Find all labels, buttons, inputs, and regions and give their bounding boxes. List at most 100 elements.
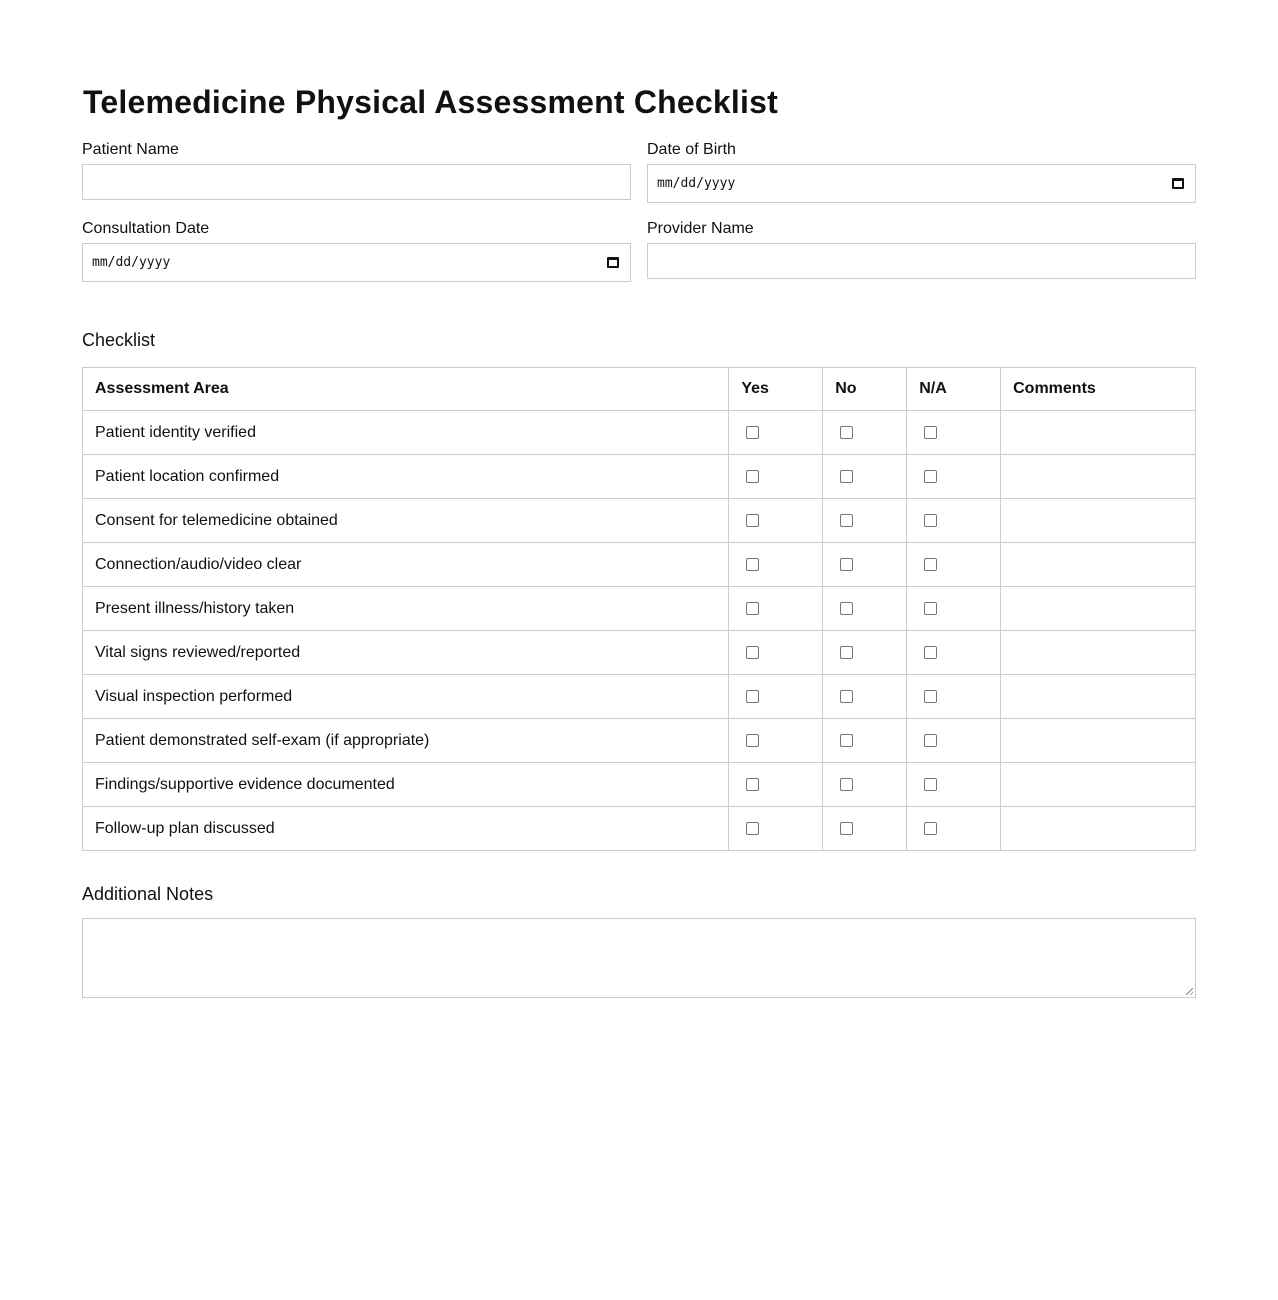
no-cell xyxy=(822,542,908,587)
provider-name-input[interactable] xyxy=(647,243,1196,279)
yes-cell xyxy=(728,586,824,631)
na-cell xyxy=(906,806,1002,851)
yes-cell xyxy=(728,762,824,807)
comments-cell[interactable] xyxy=(1000,542,1196,587)
yes-cell xyxy=(728,630,824,675)
no-checkbox[interactable] xyxy=(840,513,854,527)
yes-checkbox[interactable] xyxy=(746,513,760,527)
page-title: Telemedicine Physical Assessment Checkli… xyxy=(83,84,778,120)
additional-notes-textarea[interactable] xyxy=(82,918,1196,998)
na-checkbox[interactable] xyxy=(924,733,938,747)
resize-grip-icon[interactable] xyxy=(1186,988,1193,995)
yes-cell xyxy=(728,542,824,587)
yes-checkbox[interactable] xyxy=(746,821,760,835)
na-checkbox[interactable] xyxy=(924,689,938,703)
consultation-date-label: Consultation Date xyxy=(82,220,210,237)
calendar-icon[interactable] xyxy=(1172,178,1184,189)
na-cell xyxy=(906,762,1002,807)
yes-cell xyxy=(728,454,824,499)
na-checkbox[interactable] xyxy=(924,821,938,835)
comments-cell[interactable] xyxy=(1000,762,1196,807)
yes-checkbox[interactable] xyxy=(746,689,760,703)
yes-checkbox[interactable] xyxy=(746,557,760,571)
no-cell xyxy=(822,498,908,543)
table-row: Patient identity verified xyxy=(81,410,1196,455)
comments-cell[interactable] xyxy=(1000,806,1196,851)
yes-cell xyxy=(728,498,824,543)
yes-checkbox[interactable] xyxy=(746,469,760,483)
yes-checkbox[interactable] xyxy=(746,645,760,659)
yes-checkbox[interactable] xyxy=(746,601,760,615)
table-row: Follow-up plan discussed xyxy=(81,806,1196,851)
na-checkbox[interactable] xyxy=(924,777,938,791)
no-cell xyxy=(822,718,908,763)
assessment-area-cell: Patient identity verified xyxy=(81,410,730,455)
comments-cell[interactable] xyxy=(1000,630,1196,675)
no-cell xyxy=(822,762,908,807)
assessment-area-cell: Visual inspection performed xyxy=(81,674,730,719)
comments-cell[interactable] xyxy=(1000,498,1196,543)
no-checkbox[interactable] xyxy=(840,689,854,703)
checklist-table: Assessment Area Yes No N/A Comments Pati… xyxy=(81,367,1196,851)
yes-cell xyxy=(728,806,824,851)
comments-cell[interactable] xyxy=(1000,410,1196,455)
comments-cell[interactable] xyxy=(1000,718,1196,763)
yes-cell xyxy=(728,410,824,455)
dob-input[interactable]: mm/dd/yyyy xyxy=(647,164,1196,203)
table-header-row: Assessment Area Yes No N/A Comments xyxy=(81,367,1196,411)
yes-checkbox[interactable] xyxy=(746,733,760,747)
col-no: No xyxy=(822,367,908,411)
assessment-area-cell: Findings/supportive evidence documented xyxy=(81,762,730,807)
table-row: Patient demonstrated self-exam (if appro… xyxy=(81,718,1196,763)
dob-group: Date of Birth mm/dd/yyyy xyxy=(647,140,1196,219)
no-checkbox[interactable] xyxy=(840,645,854,659)
comments-cell[interactable] xyxy=(1000,674,1196,719)
na-cell xyxy=(906,542,1002,587)
no-checkbox[interactable] xyxy=(840,777,854,791)
form-container: Telemedicine Physical Assessment Checkli… xyxy=(81,80,1196,998)
consultation-date-input[interactable]: mm/dd/yyyy xyxy=(82,243,631,282)
table-row: Visual inspection performed xyxy=(81,674,1196,719)
no-cell xyxy=(822,806,908,851)
patient-name-label: Patient Name xyxy=(82,141,179,158)
assessment-area-cell: Connection/audio/video clear xyxy=(81,542,730,587)
comments-cell[interactable] xyxy=(1000,586,1196,631)
yes-checkbox[interactable] xyxy=(746,425,760,439)
calendar-icon[interactable] xyxy=(607,257,619,268)
assessment-area-cell: Vital signs reviewed/reported xyxy=(81,630,730,675)
patient-name-group: Patient Name xyxy=(82,140,631,219)
na-cell xyxy=(906,586,1002,631)
no-cell xyxy=(822,674,908,719)
consultation-date-placeholder: mm/dd/yyyy xyxy=(92,255,171,270)
na-checkbox[interactable] xyxy=(924,601,938,615)
col-yes: Yes xyxy=(728,367,824,411)
na-cell xyxy=(906,718,1002,763)
na-checkbox[interactable] xyxy=(924,645,938,659)
table-row: Vital signs reviewed/reported xyxy=(81,630,1196,675)
na-checkbox[interactable] xyxy=(924,513,938,527)
table-row: Present illness/history taken xyxy=(81,586,1196,631)
na-checkbox[interactable] xyxy=(924,557,938,571)
table-row: Consent for telemedicine obtained xyxy=(81,498,1196,543)
na-checkbox[interactable] xyxy=(924,469,938,483)
no-checkbox[interactable] xyxy=(840,821,854,835)
notes-heading: Additional Notes xyxy=(82,884,214,904)
table-row: Connection/audio/video clear xyxy=(81,542,1196,587)
patient-name-input[interactable] xyxy=(82,164,631,200)
no-checkbox[interactable] xyxy=(840,601,854,615)
na-checkbox[interactable] xyxy=(924,425,938,439)
no-checkbox[interactable] xyxy=(840,733,854,747)
no-checkbox[interactable] xyxy=(840,425,854,439)
provider-name-group: Provider Name xyxy=(647,219,1196,298)
table-row: Findings/supportive evidence documented xyxy=(81,762,1196,807)
no-cell xyxy=(822,630,908,675)
na-cell xyxy=(906,630,1002,675)
consultation-date-group: Consultation Date mm/dd/yyyy xyxy=(82,219,631,298)
comments-cell[interactable] xyxy=(1000,454,1196,499)
provider-name-label: Provider Name xyxy=(647,220,754,237)
no-checkbox[interactable] xyxy=(840,469,854,483)
checklist-heading: Checklist xyxy=(82,330,156,350)
no-checkbox[interactable] xyxy=(840,557,854,571)
yes-checkbox[interactable] xyxy=(746,777,760,791)
assessment-area-cell: Patient demonstrated self-exam (if appro… xyxy=(81,718,730,763)
